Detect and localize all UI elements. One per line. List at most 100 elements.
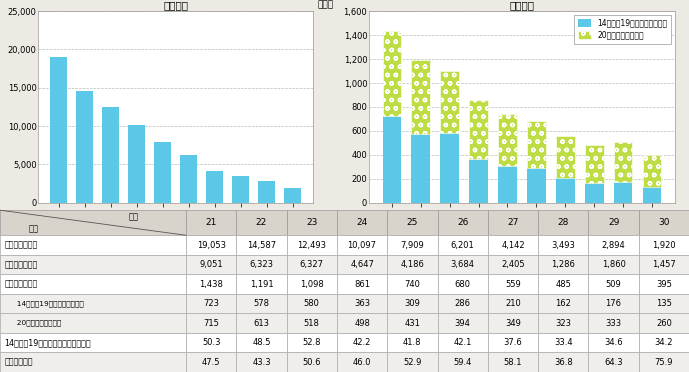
Text: 21: 21 bbox=[205, 218, 217, 227]
Bar bbox=[438, 210, 488, 235]
Bar bbox=[0, 235, 186, 255]
Text: 1,286: 1,286 bbox=[551, 260, 575, 269]
Bar bbox=[538, 210, 588, 235]
Text: 34.2: 34.2 bbox=[655, 338, 673, 347]
Bar bbox=[538, 313, 588, 333]
Bar bbox=[585, 183, 604, 203]
Bar bbox=[438, 352, 488, 372]
Bar bbox=[588, 274, 639, 294]
Text: 29: 29 bbox=[608, 218, 619, 227]
Text: 認知件数（件）: 認知件数（件） bbox=[4, 241, 37, 250]
Y-axis label: （人）: （人） bbox=[318, 0, 333, 9]
Bar bbox=[287, 274, 337, 294]
Bar bbox=[639, 274, 689, 294]
Text: 861: 861 bbox=[354, 280, 370, 289]
Bar bbox=[498, 166, 517, 203]
Text: 260: 260 bbox=[656, 319, 672, 328]
Text: 210: 210 bbox=[505, 299, 521, 308]
Text: 4,186: 4,186 bbox=[400, 260, 424, 269]
Text: 23: 23 bbox=[306, 218, 318, 227]
Text: 42.1: 42.1 bbox=[453, 338, 472, 347]
Bar bbox=[287, 235, 337, 255]
Bar bbox=[337, 352, 387, 372]
Text: 162: 162 bbox=[555, 299, 571, 308]
Bar bbox=[181, 155, 197, 203]
Bar bbox=[236, 210, 287, 235]
Bar bbox=[614, 182, 633, 203]
Bar bbox=[639, 333, 689, 352]
Bar bbox=[614, 142, 633, 182]
Bar bbox=[527, 121, 546, 169]
Text: 42.2: 42.2 bbox=[353, 338, 371, 347]
Bar bbox=[488, 235, 538, 255]
Text: 7,909: 7,909 bbox=[400, 241, 424, 250]
Bar bbox=[411, 134, 430, 203]
Text: 559: 559 bbox=[505, 280, 521, 289]
Bar bbox=[186, 313, 236, 333]
Bar bbox=[488, 313, 538, 333]
Bar bbox=[387, 210, 438, 235]
Bar bbox=[287, 352, 337, 372]
Title: 認知件数: 認知件数 bbox=[163, 0, 188, 10]
Text: 715: 715 bbox=[203, 319, 219, 328]
Bar bbox=[639, 352, 689, 372]
Bar bbox=[0, 333, 186, 352]
Bar bbox=[538, 255, 588, 274]
Text: 41.8: 41.8 bbox=[403, 338, 422, 347]
Bar bbox=[337, 255, 387, 274]
Bar bbox=[76, 91, 93, 203]
Bar bbox=[438, 333, 488, 352]
Text: 333: 333 bbox=[606, 319, 621, 328]
Text: 14歳から19歳までの検挙人員: 14歳から19歳までの検挙人員 bbox=[12, 300, 84, 307]
Text: 28: 28 bbox=[557, 218, 569, 227]
Text: 2,405: 2,405 bbox=[501, 260, 525, 269]
Text: 47.5: 47.5 bbox=[202, 358, 220, 367]
Bar bbox=[186, 294, 236, 313]
Text: 46.0: 46.0 bbox=[353, 358, 371, 367]
Bar bbox=[236, 294, 287, 313]
Text: 14,587: 14,587 bbox=[247, 241, 276, 250]
Text: 34.6: 34.6 bbox=[604, 338, 623, 347]
Bar bbox=[337, 235, 387, 255]
Text: 578: 578 bbox=[254, 299, 269, 308]
Bar bbox=[387, 255, 438, 274]
Text: 363: 363 bbox=[354, 299, 370, 308]
Bar bbox=[639, 294, 689, 313]
Text: 394: 394 bbox=[455, 319, 471, 328]
Bar bbox=[438, 274, 488, 294]
Text: 区分: 区分 bbox=[28, 224, 39, 234]
Bar bbox=[387, 294, 438, 313]
Bar bbox=[556, 177, 575, 203]
Text: 740: 740 bbox=[404, 280, 420, 289]
Bar bbox=[488, 294, 538, 313]
Bar bbox=[337, 313, 387, 333]
Bar bbox=[639, 210, 689, 235]
Bar bbox=[287, 333, 337, 352]
Text: 349: 349 bbox=[505, 319, 521, 328]
Text: 2,894: 2,894 bbox=[601, 241, 626, 250]
Text: 59.4: 59.4 bbox=[453, 358, 472, 367]
Bar bbox=[440, 71, 459, 133]
Text: 58.1: 58.1 bbox=[504, 358, 522, 367]
Bar bbox=[382, 116, 401, 203]
Bar bbox=[287, 294, 337, 313]
Text: 1,191: 1,191 bbox=[249, 280, 274, 289]
Text: 10,097: 10,097 bbox=[347, 241, 377, 250]
Bar bbox=[387, 235, 438, 255]
Bar bbox=[538, 235, 588, 255]
Text: 1,920: 1,920 bbox=[652, 241, 676, 250]
Text: 518: 518 bbox=[304, 319, 320, 328]
Text: 25: 25 bbox=[407, 218, 418, 227]
Text: 検挙人員（人）: 検挙人員（人） bbox=[4, 280, 37, 289]
Text: 19,053: 19,053 bbox=[196, 241, 226, 250]
Text: 33.4: 33.4 bbox=[554, 338, 573, 347]
Bar bbox=[387, 333, 438, 352]
Text: 1,457: 1,457 bbox=[652, 260, 676, 269]
Text: 580: 580 bbox=[304, 299, 320, 308]
Bar bbox=[232, 176, 249, 203]
Text: 27: 27 bbox=[507, 218, 519, 227]
Bar bbox=[538, 294, 588, 313]
Bar bbox=[387, 313, 438, 333]
Bar bbox=[488, 255, 538, 274]
Text: 4,142: 4,142 bbox=[501, 241, 525, 250]
